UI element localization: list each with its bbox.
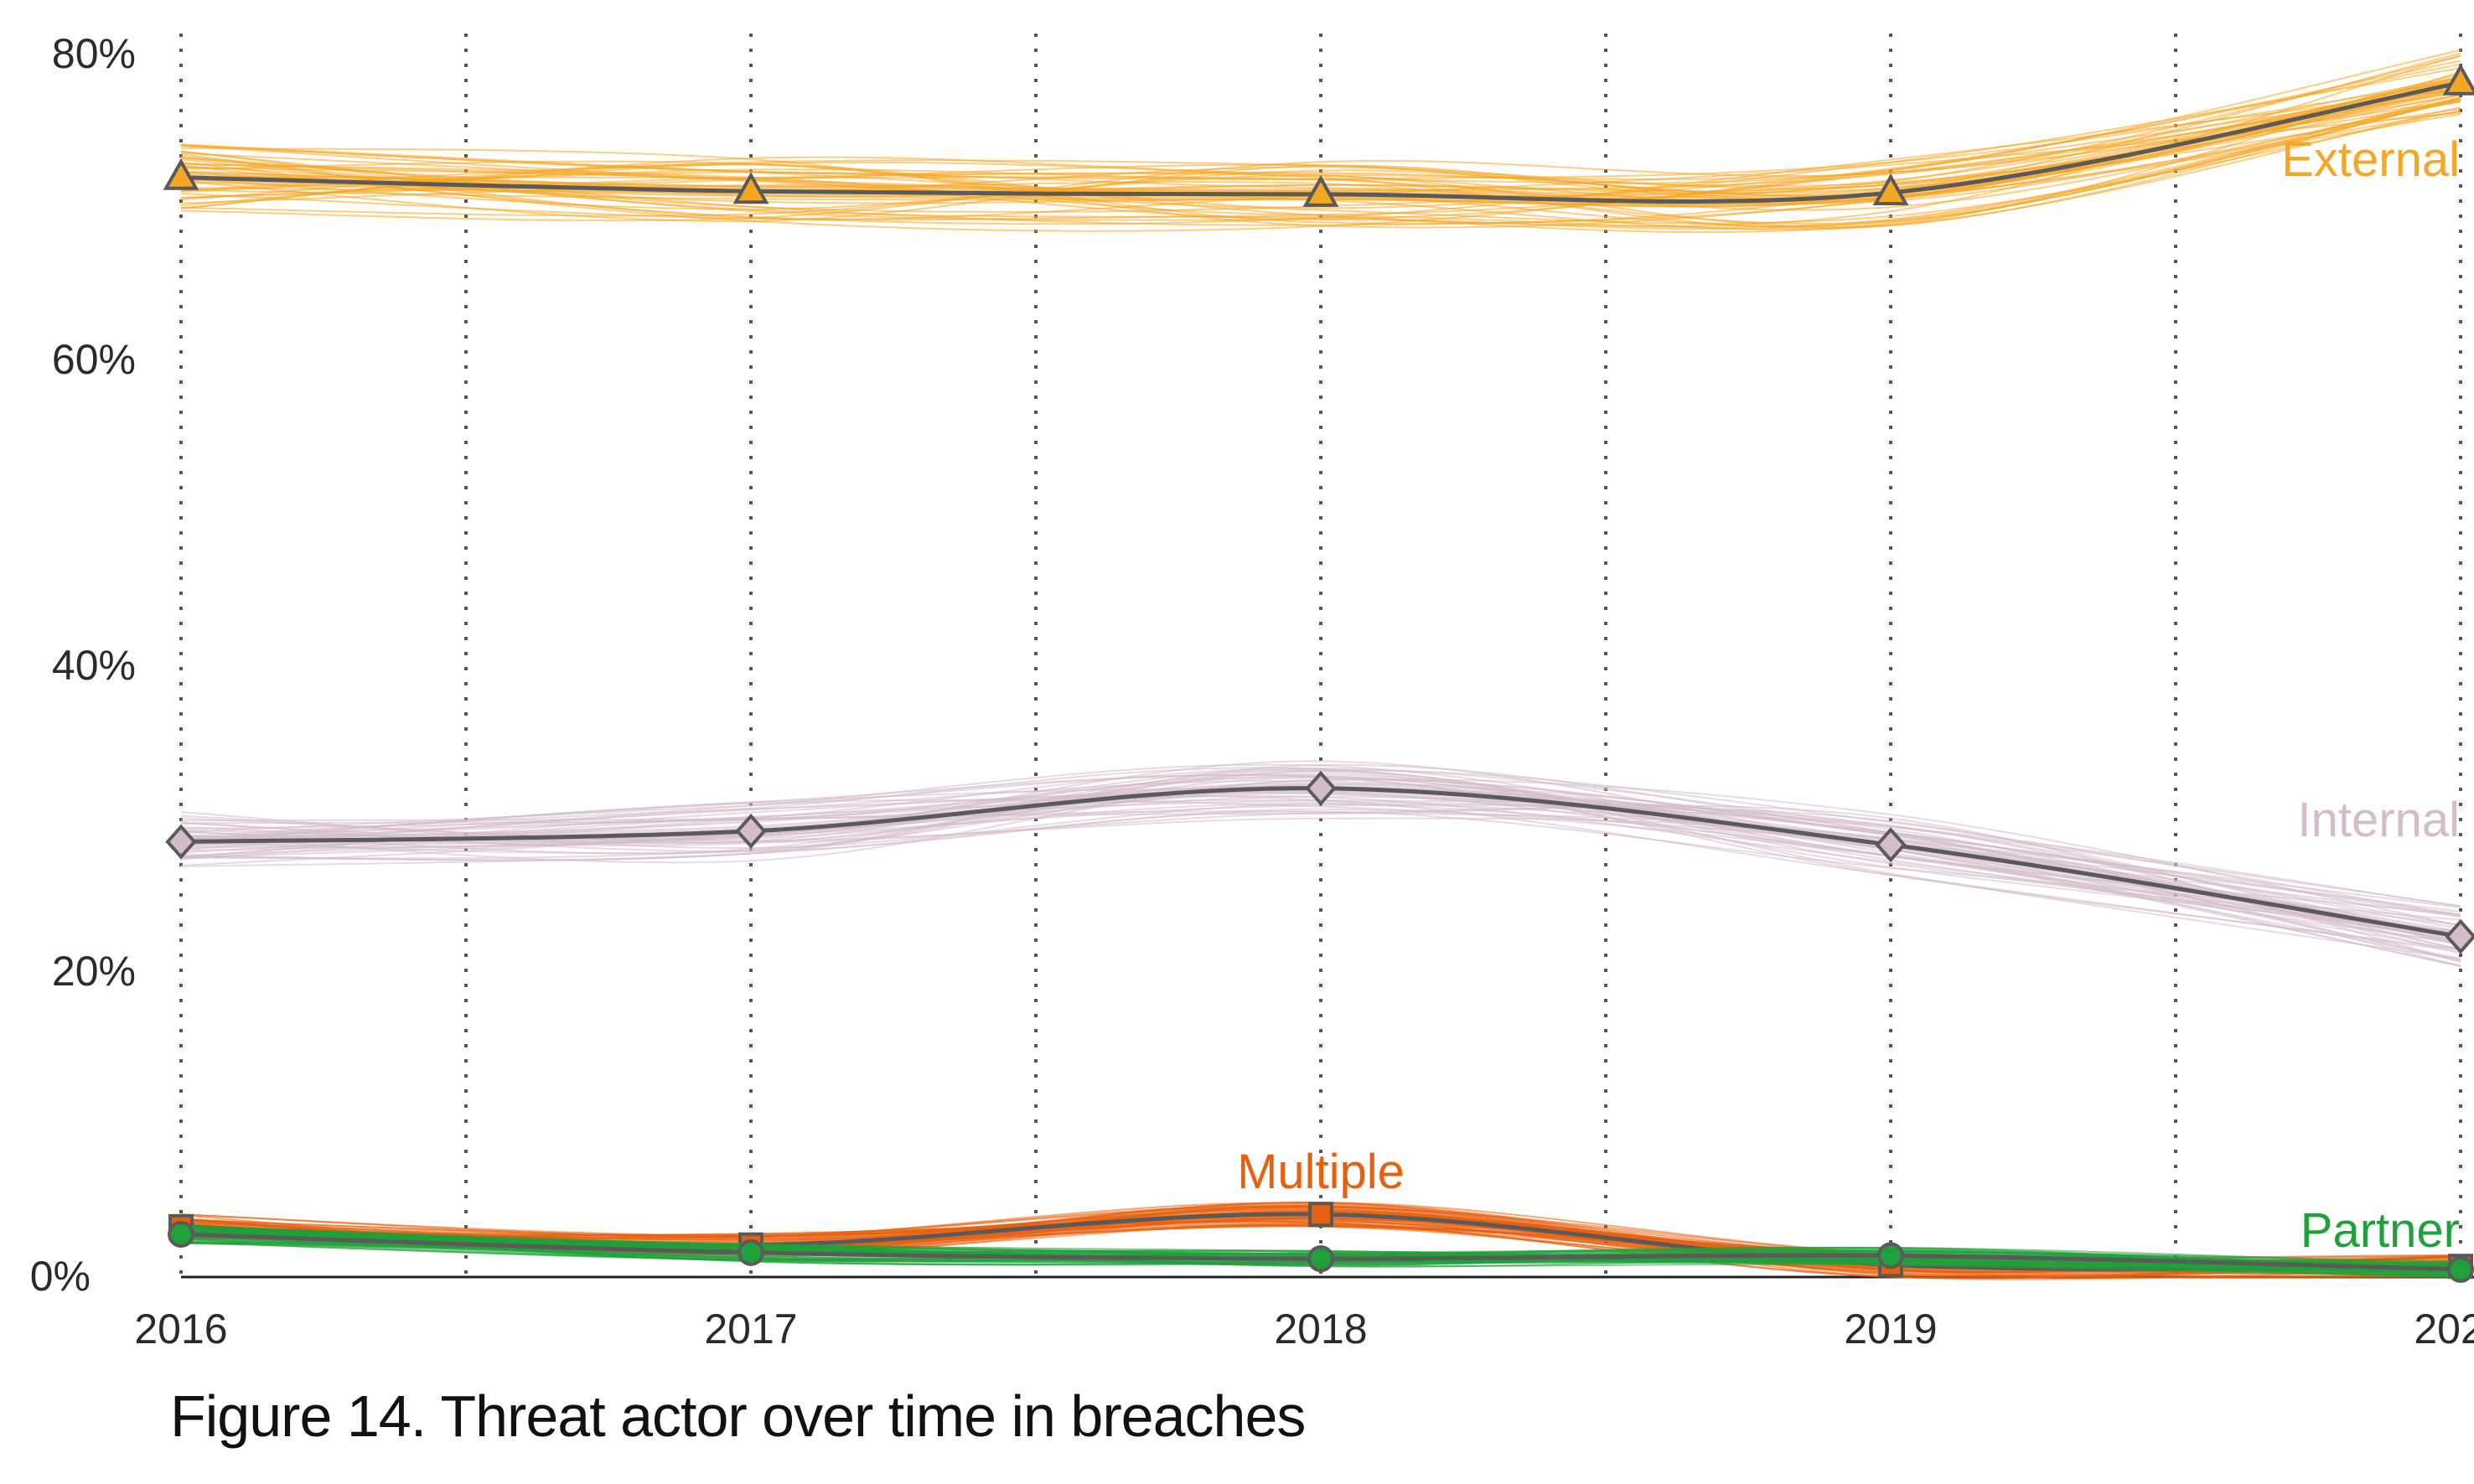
uncertainty-line (180, 52, 2461, 225)
y-tick-label: 40% (52, 642, 136, 689)
data-point-circle (2447, 1255, 2474, 1283)
y-tick-label: 60% (52, 336, 136, 383)
y-tick-label: 0% (30, 1253, 91, 1300)
y-tick-label: 80% (52, 30, 136, 77)
data-point-circle (1877, 1242, 1904, 1269)
data-point-circle (168, 1220, 194, 1248)
y-axis-tick-labels: 0% 20% 40% 60% 80% (30, 30, 136, 1300)
data-point-circle (738, 1238, 764, 1266)
data-point-diamond (735, 813, 767, 849)
data-point-diamond (1875, 827, 1907, 863)
series-external (163, 49, 2474, 234)
x-tick-label: 2016 (134, 1306, 227, 1352)
series-label-external: External (2281, 132, 2460, 187)
x-tick-label: 2020 (2414, 1306, 2474, 1352)
series-partner (168, 1220, 2474, 1283)
x-tick-label: 2017 (704, 1306, 797, 1352)
series-layer (163, 49, 2474, 1283)
x-axis-tick-labels: 2016 2017 2018 2019 2020 (134, 1306, 2474, 1352)
data-point-triangle (1872, 173, 1909, 206)
grid-lines (179, 34, 2462, 1277)
data-point-square (1308, 1202, 1333, 1228)
x-tick-label: 2019 (1844, 1306, 1937, 1352)
x-tick-label: 2018 (1274, 1306, 1367, 1352)
data-point-diamond (165, 824, 197, 860)
series-label-internal: Internal (2298, 793, 2460, 847)
series-internal (165, 760, 2474, 968)
data-point-triangle (732, 172, 769, 204)
series-labels: External Internal Multiple Partner (1237, 132, 2460, 1258)
figure-caption: Figure 14. Threat actor over time in bre… (170, 1383, 1306, 1449)
uncertainty-line (180, 96, 2461, 229)
uncertainty-line (180, 110, 2461, 225)
data-point-triangle (1302, 174, 1339, 207)
series-label-multiple: Multiple (1237, 1145, 1405, 1199)
data-point-circle (1307, 1245, 1334, 1273)
series-label-partner: Partner (2301, 1203, 2460, 1258)
data-point-diamond (2445, 918, 2474, 954)
data-point-diamond (1305, 770, 1337, 806)
data-point-triangle (163, 158, 199, 190)
uncertainty-line (180, 87, 2461, 232)
y-tick-label: 20% (52, 948, 136, 995)
data-point-triangle (2442, 63, 2474, 96)
